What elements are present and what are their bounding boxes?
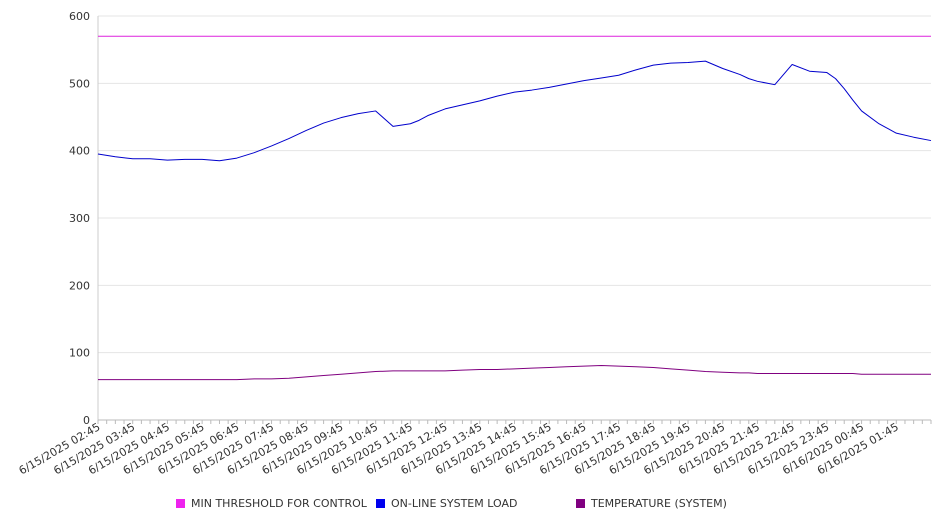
legend-label-min-threshold: MIN THRESHOLD FOR CONTROL [191,497,367,510]
y-tick-label-0: 0 [83,414,90,427]
y-tick-label-400: 400 [69,145,90,158]
legend: MIN THRESHOLD FOR CONTROL ON-LINE SYSTEM… [0,497,946,515]
y-tick-label-600: 600 [69,10,90,23]
legend-label-system-load: ON-LINE SYSTEM LOAD [391,497,518,510]
series-line-2 [98,364,931,381]
grid-lines [98,15,931,354]
x-axis: 6/15/2025 02:456/15/2025 03:456/15/2025 … [17,16,932,477]
y-tick-label-300: 300 [69,212,90,225]
legend-item-min-threshold[interactable]: MIN THRESHOLD FOR CONTROL [176,497,367,510]
legend-item-system-load[interactable]: ON-LINE SYSTEM LOAD [376,497,517,510]
legend-swatch-temperature [576,499,585,508]
legend-swatch-system-load [376,499,385,508]
y-tick-label-200: 200 [69,279,90,292]
legend-swatch-min-threshold [176,499,185,508]
series-line-1 [97,60,932,162]
y-tick-label-100: 100 [69,347,90,360]
legend-label-temperature: TEMPERATURE (SYSTEM) [591,497,727,510]
series-lines [97,35,932,381]
y-tick-label-500: 500 [69,77,90,90]
y-axis-ticks: 0 100 200 300 400 500 600 [69,10,90,427]
legend-item-temperature[interactable]: TEMPERATURE (SYSTEM) [576,497,727,510]
